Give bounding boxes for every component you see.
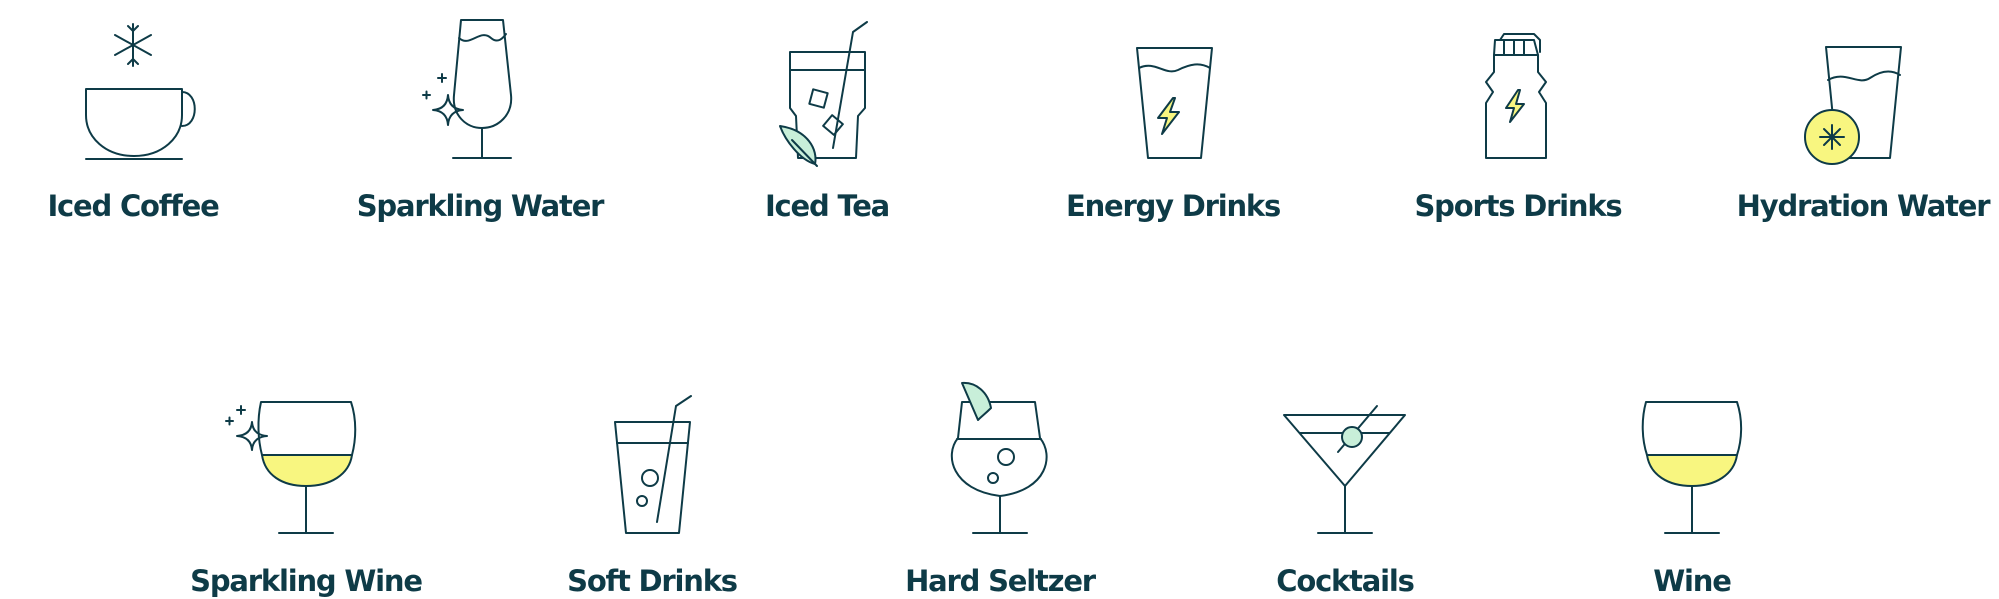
drink-label-cocktails: Cocktails (1276, 564, 1415, 598)
drink-label-iced-coffee: Iced Coffee (47, 189, 219, 223)
drink-label-sparkling-wine: Sparkling Wine (190, 564, 423, 598)
wine-glass-icon (1641, 401, 1743, 534)
sports-drink-bottle-with-lightning-icon (1485, 33, 1547, 159)
martini-glass-with-olive-icon (1283, 405, 1406, 534)
drink-label-iced-tea: Iced Tea (764, 189, 890, 223)
drink-label-sports-drinks: Sports Drinks (1414, 189, 1623, 223)
energy-drink-cup-with-lightning-icon (1136, 47, 1213, 159)
hard-seltzer-glass-with-lime-icon (950, 381, 1048, 534)
drink-label-hard-seltzer: Hard Seltzer (905, 564, 1096, 598)
soft-drink-cup-with-straw-icon (614, 395, 692, 534)
drink-label-sparkling-water: Sparkling Water (356, 189, 605, 223)
iced-coffee-cup-with-snowflake-icon (85, 23, 196, 160)
hydration-water-glass-with-lemon-icon (1804, 46, 1902, 165)
iced-tea-glass-with-straw-leaf-icon (779, 21, 868, 167)
sparkling-wine-glass-with-sparkle-icon (225, 401, 357, 534)
drink-label-hydration-water: Hydration Water (1736, 189, 1991, 223)
sparkling-water-flute-with-sparkle-icon (422, 19, 513, 159)
drink-label-soft-drinks: Soft Drinks (567, 564, 738, 598)
drink-label-wine: Wine (1653, 564, 1732, 598)
drink-label-energy-drinks: Energy Drinks (1065, 189, 1281, 223)
